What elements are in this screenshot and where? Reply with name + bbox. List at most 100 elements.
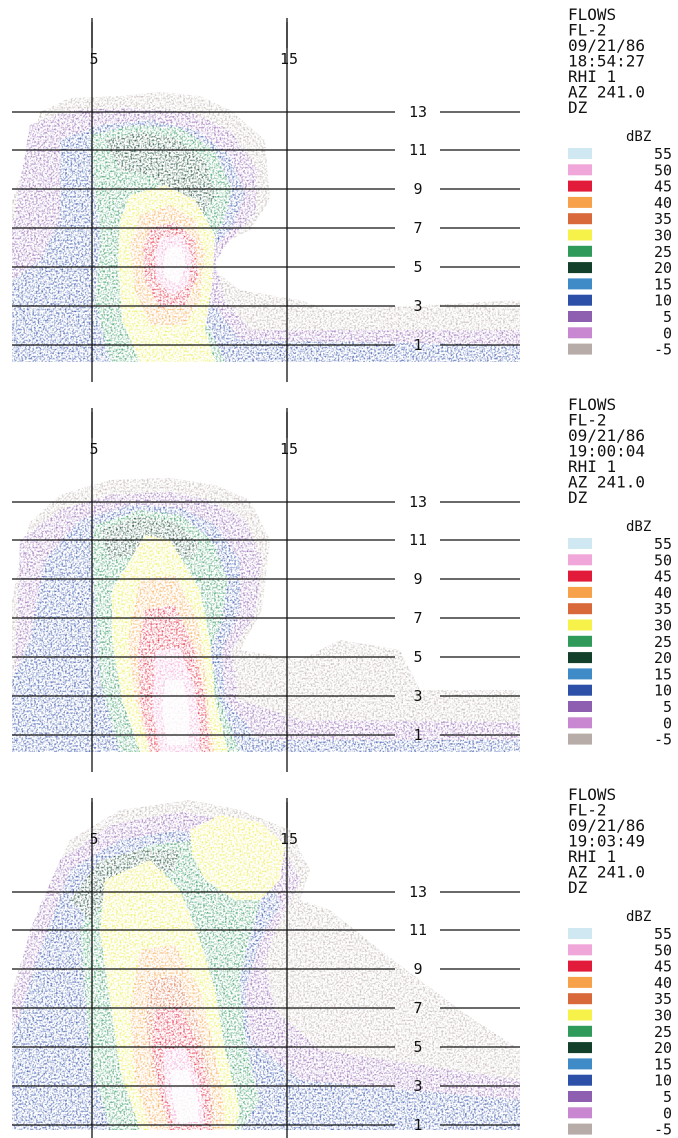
- legend-swatch--5: [568, 1123, 592, 1135]
- legend-label-10: 10: [654, 1072, 672, 1090]
- legend-label-55: 55: [654, 925, 672, 943]
- legend-label-25: 25: [654, 633, 672, 651]
- header-line-5: RHI 1: [568, 457, 616, 476]
- legend-label-20: 20: [654, 649, 672, 667]
- header-line-3: 09/21/86: [568, 816, 645, 835]
- reflectivity-field: [12, 800, 520, 1130]
- legend-label-5: 5: [663, 1088, 672, 1106]
- legend-label-40: 40: [654, 974, 672, 992]
- y-tick-label: 13: [409, 493, 427, 511]
- legend-swatch-55: [568, 148, 592, 159]
- y-tick-label: 7: [413, 999, 422, 1017]
- legend-label--5: -5: [654, 341, 672, 359]
- header-line-2: FL-2: [568, 21, 607, 40]
- header-line-4: 19:00:04: [568, 442, 645, 461]
- legend-swatch-0: [568, 327, 592, 339]
- legend-swatch-55: [568, 538, 592, 549]
- y-tick-label: 13: [409, 103, 427, 121]
- legend-label-50: 50: [654, 551, 672, 569]
- header-line-6: AZ 241.0: [568, 473, 645, 492]
- legend-title: dBZ: [626, 129, 651, 145]
- radar-panel-1: 5 15 13 11 9 7 5 3 1 FLOWSFL-209/21/8618:54:27RHI…: [12, 5, 672, 382]
- header-line-5: RHI 1: [568, 67, 616, 86]
- legend-swatch-45: [568, 180, 592, 192]
- y-tick-label: 11: [409, 141, 427, 159]
- legend-swatch-5: [568, 1091, 592, 1102]
- y-tick-label: 9: [413, 960, 422, 978]
- legend-swatch-0: [568, 1107, 592, 1119]
- y-tick-label: 5: [413, 1038, 422, 1056]
- header-line-4: 18:54:27: [568, 52, 645, 71]
- x-tick-label: 15: [280, 440, 298, 458]
- y-tick-label: 5: [413, 648, 422, 666]
- legend-label-40: 40: [654, 584, 672, 602]
- legend-swatch-5: [568, 311, 592, 322]
- x-tick-label: 15: [280, 50, 298, 68]
- legend-label-10: 10: [654, 292, 672, 310]
- legend-swatch-35: [568, 213, 592, 225]
- legend-label-45: 45: [654, 958, 672, 976]
- header-line-1: FLOWS: [568, 5, 616, 24]
- y-tick-label: 7: [413, 219, 422, 237]
- legend-swatch-35: [568, 993, 592, 1005]
- legend-label-30: 30: [654, 1007, 672, 1025]
- y-tick-label: 3: [413, 297, 422, 315]
- header-line-4: 19:03:49: [568, 832, 645, 851]
- x-tick-label: 5: [89, 440, 98, 458]
- y-tick-label: 7: [413, 609, 422, 627]
- legend-label-15: 15: [654, 665, 672, 683]
- header-line-1: FLOWS: [568, 785, 616, 804]
- y-tick-label: 9: [413, 570, 422, 588]
- legend-swatch-25: [568, 635, 592, 647]
- x-tick-label: 15: [280, 830, 298, 848]
- legend-swatch-50: [568, 554, 592, 566]
- legend-label-55: 55: [654, 535, 672, 553]
- header-line-2: FL-2: [568, 801, 607, 820]
- header-line-2: FL-2: [568, 411, 607, 430]
- echo-white: [172, 1070, 198, 1122]
- legend-swatch-40: [568, 976, 592, 988]
- legend-swatch-15: [568, 1058, 592, 1070]
- reflectivity-field: [12, 92, 520, 362]
- y-tick-label: 11: [409, 531, 427, 549]
- legend-swatch-30: [568, 1009, 592, 1021]
- header-line-7: DZ: [568, 878, 588, 897]
- legend-label-25: 25: [654, 1023, 672, 1041]
- legend-label-40: 40: [654, 194, 672, 212]
- echo-yellow: [190, 815, 285, 900]
- legend-swatch-5: [568, 701, 592, 712]
- header-line-3: 09/21/86: [568, 426, 645, 445]
- y-tick-label: 1: [413, 726, 422, 744]
- y-tick-label: 13: [409, 883, 427, 901]
- legend-label-0: 0: [663, 714, 672, 732]
- x-tick-label: 5: [89, 830, 98, 848]
- legend-swatch-10: [568, 1074, 592, 1086]
- legend-label-30: 30: [654, 617, 672, 635]
- legend-label-50: 50: [654, 941, 672, 959]
- legend-swatch-50: [568, 164, 592, 176]
- legend-label-50: 50: [654, 161, 672, 179]
- legend-swatch-10: [568, 684, 592, 696]
- legend-label-35: 35: [654, 210, 672, 228]
- legend-label-5: 5: [663, 698, 672, 716]
- radar-panel-3: 5 15 13 11 9 7 5 3 1 FLOWSFL-209/21/8619:03:49RHI…: [12, 785, 672, 1138]
- y-tick-label: 1: [413, 336, 422, 354]
- legend-swatch-50: [568, 944, 592, 956]
- legend-swatch-45: [568, 570, 592, 582]
- legend-swatch-25: [568, 1025, 592, 1037]
- header-line-7: DZ: [568, 98, 588, 117]
- legend-label-30: 30: [654, 227, 672, 245]
- echo-white: [163, 246, 186, 284]
- legend-swatch-20: [568, 1042, 592, 1054]
- x-tick-label: 5: [89, 50, 98, 68]
- radar-panel-2: 5 15 13 11 9 7 5 3 1 FLOWSFL-209/21/8619:00:04RHI…: [12, 395, 672, 772]
- legend-label-0: 0: [663, 1104, 672, 1122]
- legend-swatch-15: [568, 278, 592, 290]
- y-tick-label: 1: [413, 1116, 422, 1134]
- legend-label-15: 15: [654, 275, 672, 293]
